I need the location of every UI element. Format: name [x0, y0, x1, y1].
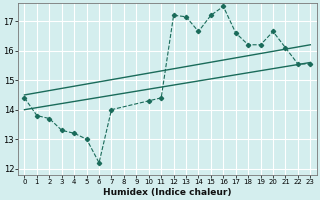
X-axis label: Humidex (Indice chaleur): Humidex (Indice chaleur): [103, 188, 232, 197]
